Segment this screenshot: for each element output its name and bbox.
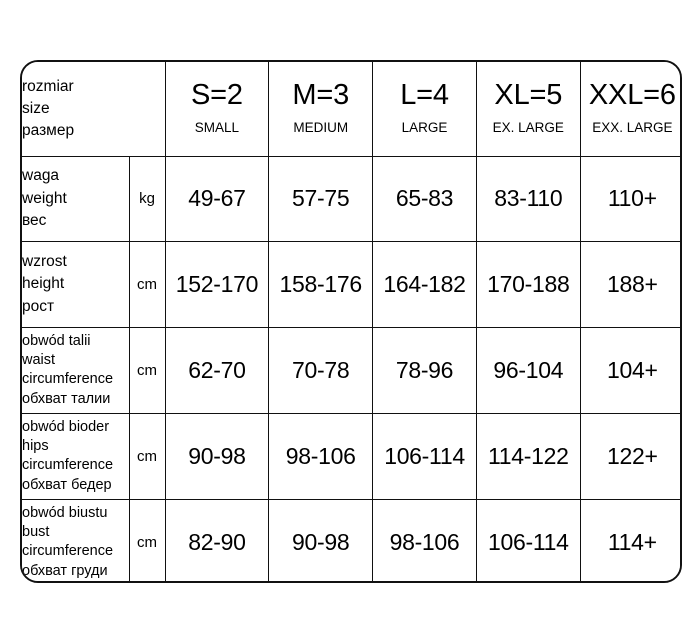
cell-hips-l: 106-114 [372,412,477,500]
row-label-line: waga [22,166,60,184]
row-label-line: hips [22,438,49,454]
row-label-line: wzrost [22,252,67,270]
row-unit-waist: cm [128,327,166,414]
header-size-label-cell: rozmiar size размер [22,62,166,157]
cell-bust-s: 82-90 [164,498,270,581]
cell-hips-s: 90-98 [164,412,270,500]
header-label-ru: размер [22,121,75,139]
cell-waist-xxl: 104+ [579,327,680,414]
cell-height-xl: 170-188 [475,241,581,329]
header-size-code-s: S=2 [191,79,243,112]
row-label-height: wzrost height рост [22,241,130,329]
row-label-line: obwód talii [22,332,91,349]
header-size-word-m: MEDIUM [293,119,349,135]
header-size-word-l: LARGE [401,119,448,135]
row-label-line: circumference [22,457,114,474]
cell-waist-xl: 96-104 [475,327,581,414]
header-size-word-xl: EX. LARGE [492,119,564,135]
header-size-xxl: XXL=6 EXX. LARGE [579,62,680,157]
header-size-code-m: M=3 [292,79,350,112]
header-size-l: L=4 LARGE [372,62,477,157]
cell-height-l: 164-182 [372,241,477,329]
cell-weight-l: 65-83 [372,155,477,243]
header-size-word-s: SMALL [194,119,240,135]
cell-weight-xl: 83-110 [475,155,581,243]
header-label-en: size [22,99,50,117]
row-unit-height: cm [128,241,166,329]
row-label-line: обхват груди [22,562,108,579]
header-size-code-l: L=4 [400,79,449,112]
cell-hips-xxl: 122+ [579,412,680,500]
size-chart-table-container: rozmiar size размер S=2 SMALL M=3 MEDIUM… [20,60,682,583]
row-label-line: bust [22,524,50,541]
row-label-line: обхват бедер [22,476,112,493]
row-label-hips: obwód bioder hips circumference обхват б… [22,412,130,500]
row-label-line: height [22,275,65,293]
header-size-xl: XL=5 EX. LARGE [475,62,581,157]
cell-waist-m: 70-78 [268,327,374,414]
header-size-word-xxl: EXX. LARGE [592,119,673,135]
cell-waist-s: 62-70 [164,327,270,414]
table-row: wzrost height рост cm 152-170 158-176 16… [22,241,680,329]
row-label-line: waist [22,352,56,369]
row-unit-bust: cm [128,498,166,581]
cell-bust-xxl: 114+ [579,498,680,581]
cell-bust-l: 98-106 [372,498,477,581]
size-chart-table: rozmiar size размер S=2 SMALL M=3 MEDIUM… [22,62,680,581]
cell-weight-s: 49-67 [164,155,270,243]
cell-hips-m: 98-106 [268,412,374,500]
table-header-row: rozmiar size размер S=2 SMALL M=3 MEDIUM… [22,62,680,157]
row-label-line: рост [22,298,55,315]
cell-weight-xxl: 110+ [579,155,680,243]
header-size-m: M=3 MEDIUM [268,62,374,157]
row-unit-weight: kg [128,155,166,243]
header-size-code-xxl: XXL=6 [588,79,676,112]
cell-height-s: 152-170 [164,241,270,329]
cell-height-m: 158-176 [268,241,374,329]
row-label-line: circumference [22,543,114,560]
row-label-waist: obwód talii waist circumference обхват т… [22,327,130,414]
row-label-line: circumference [22,371,114,388]
table-row: obwód talii waist circumference обхват т… [22,327,680,414]
cell-height-xxl: 188+ [579,241,680,329]
cell-bust-m: 90-98 [268,498,374,581]
row-label-line: obwód biustu [22,504,108,521]
cell-waist-l: 78-96 [372,327,477,414]
row-label-line: обхват талии [22,390,111,407]
row-label-bust: obwód biustu bust circumference обхват г… [22,498,130,581]
cell-hips-xl: 114-122 [475,412,581,500]
cell-weight-m: 57-75 [268,155,374,243]
table-row: obwód bioder hips circumference обхват б… [22,412,680,500]
header-size-s: S=2 SMALL [164,62,270,157]
header-label-pl: rozmiar [22,77,74,95]
row-label-weight: waga weight вес [22,155,130,243]
table-row: obwód biustu bust circumference обхват г… [22,498,680,581]
cell-bust-xl: 106-114 [475,498,581,581]
row-label-line: вес [22,212,47,230]
row-label-line: obwód bioder [22,418,110,435]
header-size-code-xl: XL=5 [494,79,563,112]
table-row: waga weight вес kg 49-67 57-75 65-83 83-… [22,155,680,243]
row-label-line: weight [22,189,67,207]
row-unit-hips: cm [128,412,166,500]
